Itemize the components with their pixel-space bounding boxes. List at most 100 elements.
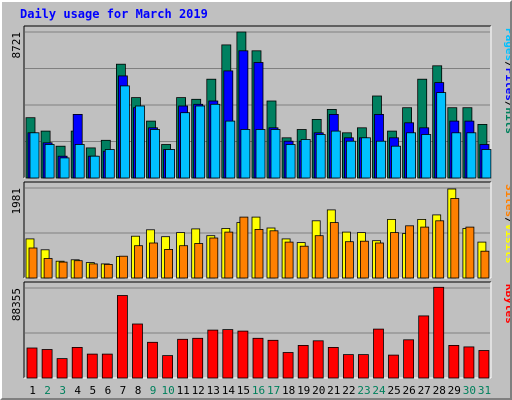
bar-hits-pages-day-21 [330,130,341,179]
bar-kbytes-kbytes-day-17 [267,339,279,379]
bar-visits-sites-day-12 [194,243,204,279]
x-tick-label-day-17: 17 [267,384,280,397]
x-tick-label-day-4: 4 [74,384,81,397]
legend-visits: Visits [503,224,510,264]
bar-visits-sites-day-25 [390,232,399,279]
bar-kbytes-kbytes-day-8 [132,323,143,379]
bar-kbytes-kbytes-day-3 [56,358,68,379]
bar-visits-sites-day-18 [284,241,294,279]
bar-visits-sites-day-11 [179,245,189,279]
bar-hits-pages-day-10 [165,149,176,179]
bar-kbytes-kbytes-day-13 [207,329,219,379]
panel-kbytes-legend: KBytes [503,284,510,324]
bar-kbytes-kbytes-day-9 [147,341,158,379]
bar-kbytes-kbytes-day-5 [86,353,98,379]
bar-kbytes-kbytes-day-22 [342,354,354,379]
bar-kbytes-kbytes-day-7 [117,295,128,379]
bar-visits-sites-day-4 [73,260,83,279]
bar-visits-sites-day-17 [269,230,279,279]
x-tick-label-day-11: 11 [177,384,190,397]
x-tick-label-day-5: 5 [89,384,96,397]
bar-visits-sites-day-6 [103,263,113,279]
legend-kbytes: KBytes [503,284,510,324]
bar-kbytes-kbytes-day-28 [433,286,445,379]
bar-visits-sites-day-7 [119,255,128,279]
legend-sites: Sites [503,184,510,217]
bar-visits-sites-day-10 [164,248,174,279]
bar-hits-pages-day-17 [270,129,281,179]
x-tick-label-day-10: 10 [161,384,174,397]
bar-hits-pages-day-28 [436,92,447,179]
bar-hits-pages-day-20 [315,134,326,179]
bar-kbytes-kbytes-day-2 [41,349,53,379]
x-tick-label-day-13: 13 [207,384,220,397]
x-tick-label-day-1: 1 [29,384,36,397]
bar-hits-pages-day-14 [225,120,236,179]
bar-kbytes-kbytes-day-20 [312,340,324,379]
bar-hits-pages-day-19 [300,139,311,179]
bar-kbytes-kbytes-day-11 [177,338,189,379]
bar-kbytes-kbytes-day-23 [357,354,369,379]
x-tick-label-day-3: 3 [59,384,66,397]
x-tick-label-day-31: 31 [478,384,491,397]
bar-visits-sites-day-20 [314,235,324,279]
x-tick-label-day-14: 14 [222,384,236,397]
legend-hits: Hits [503,108,510,135]
bar-visits-sites-day-24 [375,242,384,279]
x-tick-label-day-29: 29 [448,384,461,397]
bar-kbytes-kbytes-day-21 [327,346,339,379]
x-tick-label-day-26: 26 [402,384,415,397]
x-tick-label-day-9: 9 [150,384,157,397]
bar-visits-sites-day-9 [149,242,158,279]
bar-hits-pages-day-5 [89,155,100,179]
x-tick-label-day-21: 21 [327,384,340,397]
bar-visits-sites-day-3 [58,261,68,279]
bar-hits-pages-day-31 [481,149,492,179]
x-tick-label-day-20: 20 [312,384,325,397]
bar-visits-sites-day-16 [254,228,264,279]
bar-kbytes-kbytes-day-14 [222,329,234,379]
bar-hits-pages-day-4 [74,144,85,179]
x-tick-label-day-24: 24 [372,384,386,397]
bar-visits-sites-day-19 [299,245,309,279]
x-tick-label-day-2: 2 [44,384,51,397]
x-tick-label-day-22: 22 [342,384,355,397]
bar-hits-pages-day-7 [120,85,130,179]
bar-kbytes-kbytes-day-12 [192,337,204,379]
bar-visits-sites-day-5 [88,263,98,279]
bar-hits-pages-day-3 [59,157,70,179]
bar-visits-sites-day-27 [420,226,430,279]
bar-kbytes-kbytes-day-15 [237,330,249,379]
x-tick-label-day-23: 23 [357,384,370,397]
bar-kbytes-kbytes-day-19 [297,344,309,379]
bar-hits-pages-day-30 [466,132,477,179]
bar-hits-pages-day-26 [406,132,417,179]
x-tick-label-day-7: 7 [120,384,127,397]
x-tick-label-day-25: 25 [387,384,400,397]
panel-visits-legend: Sites/Visits [503,184,510,264]
bar-hits-pages-day-13 [210,103,221,179]
bar-kbytes-kbytes-day-29 [448,344,460,379]
bar-hits-pages-day-16 [255,129,266,179]
bar-hits-pages-day-27 [421,134,432,179]
bar-hits-pages-day-24 [376,140,386,179]
bar-kbytes-kbytes-day-24 [373,328,384,379]
bar-hits-pages-day-23 [360,137,371,179]
bar-visits-sites-day-22 [344,241,354,279]
bar-visits-sites-day-2 [43,258,53,279]
bar-hits-pages-day-8 [135,105,145,179]
x-tick-label-day-16: 16 [252,384,265,397]
bar-kbytes-kbytes-day-10 [162,355,174,379]
bar-kbytes-kbytes-day-31 [478,350,490,379]
x-tick-label-day-15: 15 [237,384,250,397]
bar-kbytes-kbytes-day-4 [71,346,83,379]
panel-hits-legend: Pages/Files/Hits [503,28,510,134]
x-tick-label-day-27: 27 [418,384,431,397]
bar-visits-sites-day-8 [134,245,143,279]
bar-visits-sites-day-23 [359,240,369,279]
bar-kbytes-kbytes-day-1 [26,347,38,379]
bar-hits-pages-day-29 [451,132,462,179]
bar-hits-pages-day-15 [240,129,251,179]
x-tick-label-day-19: 19 [297,384,310,397]
